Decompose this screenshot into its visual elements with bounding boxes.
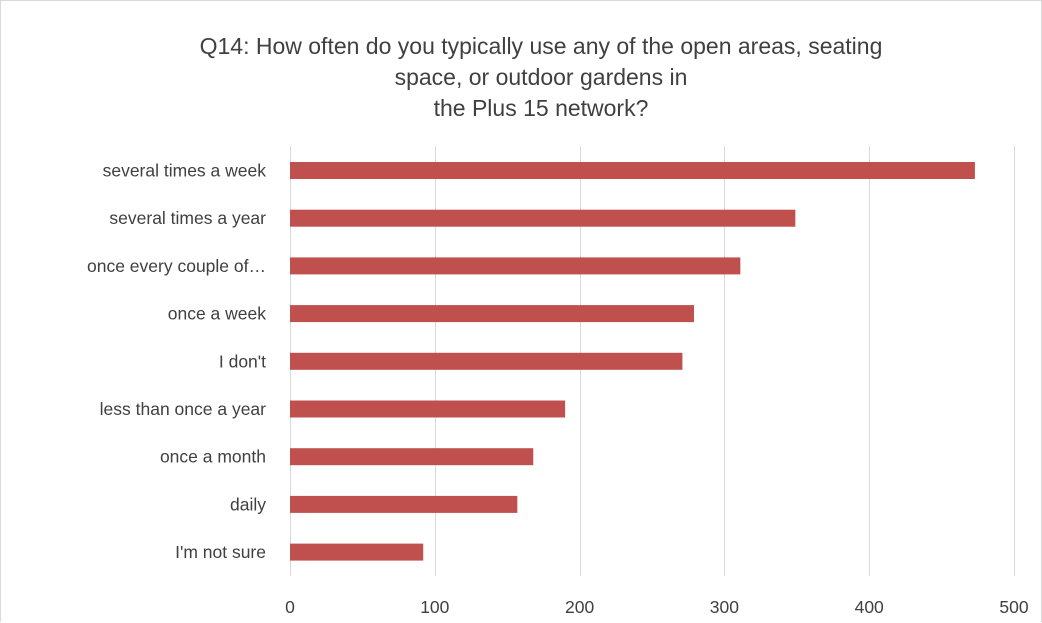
category-label: several times a week [103, 161, 267, 181]
category-label: less than once a year [100, 399, 267, 419]
bar [290, 400, 566, 418]
bar [290, 448, 534, 466]
x-tick-label: 0 [285, 597, 295, 617]
category-label: once a month [160, 447, 266, 467]
x-tick-label: 200 [565, 597, 594, 617]
bar [290, 305, 694, 323]
x-tick-label: 500 [999, 597, 1028, 617]
chart-title: Q14: How often do you typically use any … [101, 31, 981, 124]
category-label: daily [230, 494, 266, 514]
bars [290, 162, 975, 561]
x-tick-label: 100 [420, 597, 449, 617]
x-axis-tick-labels: 0 100 200 300 400 500 [285, 597, 1029, 617]
bar [290, 209, 796, 227]
category-label: I'm not sure [175, 542, 266, 562]
category-labels: several times a week several times a year… [87, 161, 266, 563]
chart-title-line-3: the Plus 15 network? [433, 95, 649, 121]
x-tick-label: 300 [710, 597, 739, 617]
x-tick-label: 400 [855, 597, 884, 617]
bar [290, 543, 424, 561]
category-label: several times a year [109, 208, 266, 228]
bar [290, 162, 975, 179]
bar [290, 352, 683, 370]
chart-title-line-2: space, or outdoor gardens in [394, 64, 688, 90]
category-label: once every couple of… [87, 256, 266, 276]
category-label: once a week [168, 304, 267, 324]
bar [290, 257, 741, 275]
chart-title-line-1: Q14: How often do you typically use any … [199, 33, 883, 59]
bar [290, 495, 518, 513]
category-label: I don't [219, 351, 266, 371]
